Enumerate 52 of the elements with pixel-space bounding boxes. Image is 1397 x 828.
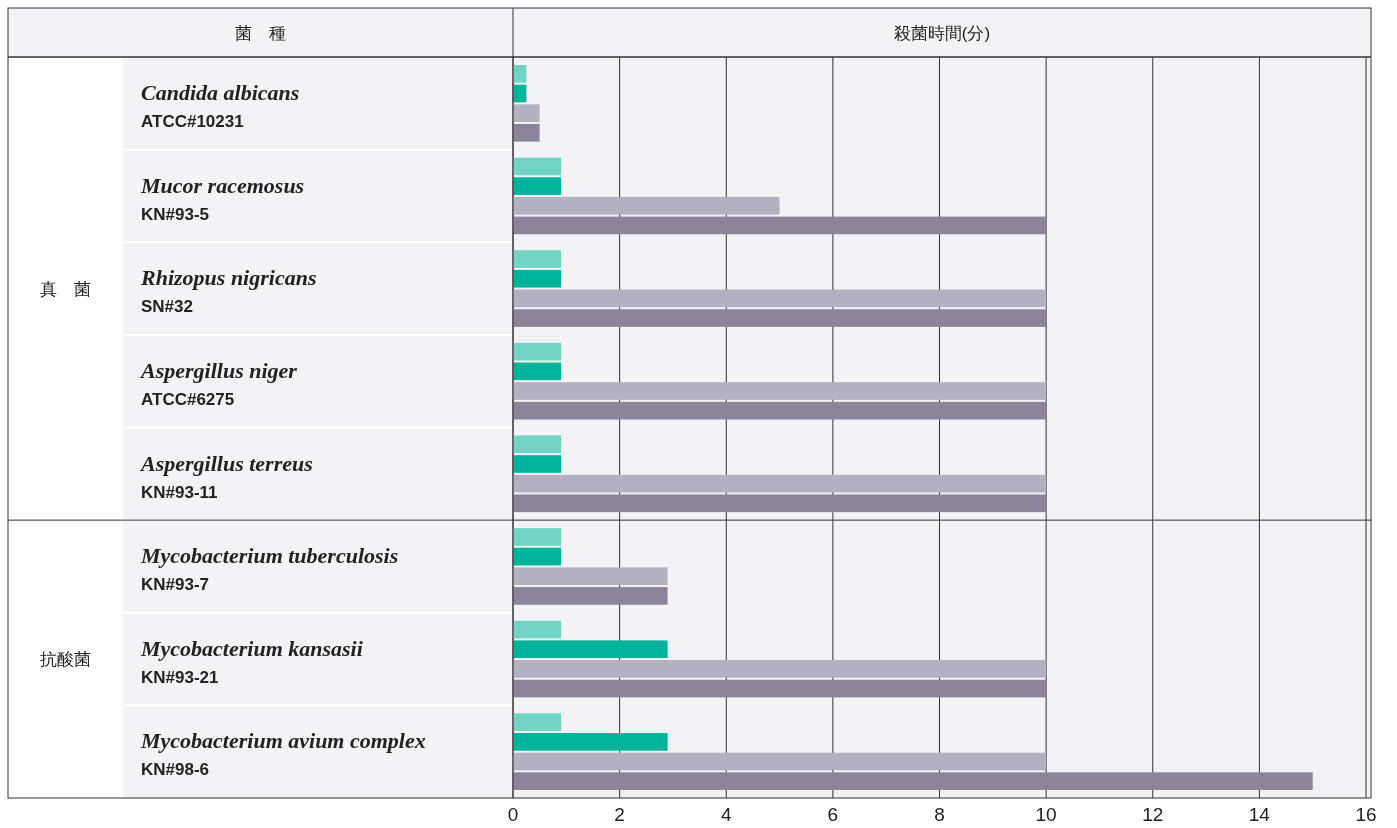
y-tick-label: Mycobacterium tuberculosis KN#93-7 (140, 543, 399, 595)
bar (513, 309, 1047, 327)
bar (513, 123, 540, 142)
bar (513, 382, 1047, 400)
bar (513, 587, 668, 605)
x-tick-label: 4 (720, 804, 732, 825)
x-tick-label: 2 (614, 804, 625, 825)
bar (513, 177, 561, 195)
x-tick-label: 10 (1035, 804, 1057, 825)
bar (513, 455, 561, 473)
y-tick-label: Candida albicans ATCC#10231 (141, 80, 300, 131)
bar (513, 289, 1047, 308)
y-tick-label: Mycobacterium avium complex KN#98-6 (140, 728, 426, 780)
bar (513, 104, 540, 122)
bar (513, 250, 561, 268)
bar (513, 342, 561, 361)
bar (513, 640, 668, 659)
bar (513, 196, 780, 215)
bar (513, 679, 1047, 698)
y-tick-label: Aspergillus terreus KN#93-11 (139, 450, 313, 502)
y-tick-label: Mycobacterium kansasii KN#93-21 (140, 635, 364, 687)
y-axis-title: 菌 種 (235, 23, 286, 43)
bar (513, 528, 561, 546)
bar (513, 362, 561, 381)
bar (513, 474, 1047, 493)
x-tick-label: 12 (1142, 804, 1164, 825)
bar (513, 494, 1047, 513)
bar (513, 713, 561, 732)
text: 抗酸菌 (40, 650, 91, 670)
y-tick-label: Mucor racemosus KN#93-5 (140, 172, 305, 224)
bar (513, 269, 561, 288)
y-tick-label: Rhizopus nigricans SN#32 (140, 265, 317, 317)
bar (513, 157, 561, 176)
bar (513, 65, 527, 83)
bar (513, 620, 561, 639)
bar (513, 660, 1047, 678)
x-tick-label: 6 (827, 804, 839, 825)
x-tick-label: 0 (507, 804, 519, 825)
y-tick-label: Aspergillus niger ATCC#6275 (139, 357, 298, 409)
bar (513, 752, 1047, 771)
bar (513, 733, 668, 751)
x-tick-label: 8 (934, 804, 945, 825)
x-axis-title: 殺菌時間(分) (893, 23, 991, 43)
bar (513, 435, 561, 454)
text: 真 菌 (40, 279, 91, 299)
bar (513, 216, 1047, 235)
x-tick-label: 16 (1355, 804, 1377, 825)
bar (513, 401, 1047, 420)
bar (513, 772, 1313, 790)
bar (513, 567, 668, 586)
x-tick-label: 14 (1248, 804, 1271, 825)
bar (513, 547, 561, 566)
